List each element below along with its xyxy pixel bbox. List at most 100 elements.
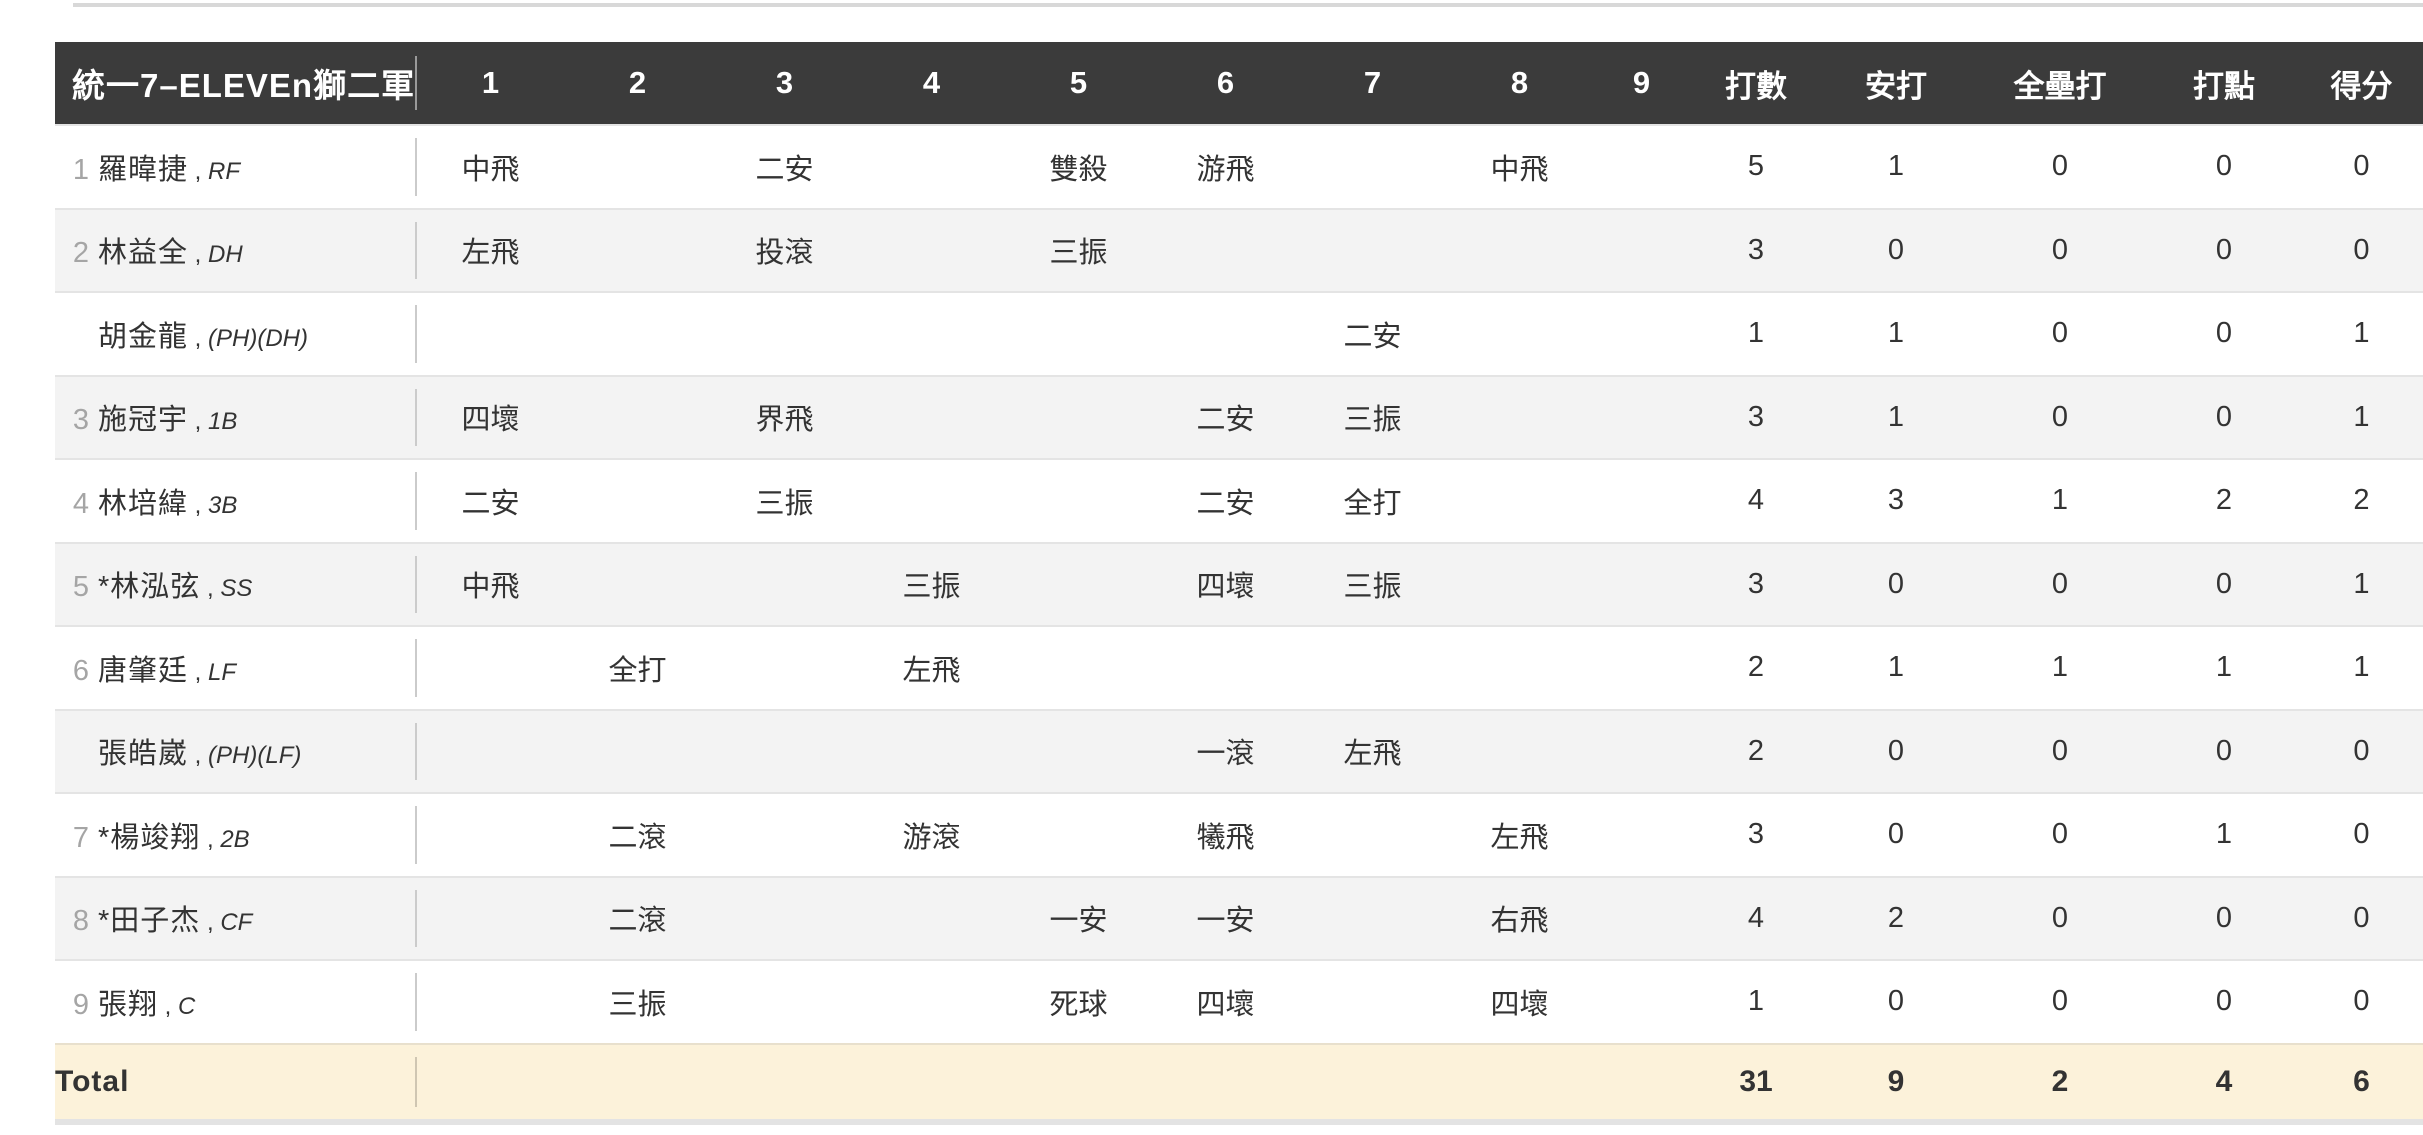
inning-result-4	[858, 458, 1005, 543]
player-cell: 胡金龍(PH)(DH)	[55, 291, 417, 376]
player-name: 施冠宇	[98, 404, 189, 437]
inning-result-8	[1446, 207, 1593, 292]
total-inning-blank	[1446, 1042, 1593, 1125]
inning-result-3	[711, 625, 858, 710]
inning-result-4	[858, 708, 1005, 793]
team-name: 統一7–ELEVEn獅二軍	[55, 42, 417, 125]
col-runs: 得分	[2298, 42, 2423, 125]
inning-result-8: 四壞	[1446, 959, 1593, 1044]
player-cell: 4 林培緯3B	[55, 458, 417, 543]
inning-result-8: 中飛	[1446, 124, 1593, 209]
stat-home-runs: 0	[1970, 875, 2150, 960]
inning-result-7	[1299, 792, 1446, 877]
total-inning-blank	[1152, 1042, 1299, 1125]
inning-result-2	[564, 207, 711, 292]
header-row: 統一7–ELEVEn獅二軍 1 2 3 4 5 6 7 8 9 打數 安打 全壘…	[55, 42, 2423, 125]
col-inning-8: 8	[1446, 42, 1593, 125]
inning-result-1	[417, 708, 564, 793]
stat-home-runs: 1	[1970, 625, 2150, 710]
inning-result-5	[1005, 708, 1152, 793]
inning-result-3: 投滾	[711, 207, 858, 292]
player-name: 唐肇廷	[98, 654, 189, 687]
stat-hits: 2	[1822, 875, 1970, 960]
player-cell: 5 *林泓弦SS	[55, 541, 417, 626]
batting-order: 5	[72, 571, 89, 604]
inning-result-3	[711, 875, 858, 960]
inning-result-4	[858, 959, 1005, 1044]
inning-result-2	[564, 124, 711, 209]
stat-runs: 1	[2298, 541, 2423, 626]
stat-runs: 0	[2298, 875, 2423, 960]
total-rbi: 4	[2150, 1042, 2298, 1125]
stat-hits: 1	[1822, 124, 1970, 209]
total-row: Total 31 9 2 4 6	[55, 1042, 2423, 1125]
stat-rbi: 1	[2150, 625, 2298, 710]
col-inning-1: 1	[417, 42, 564, 125]
inning-result-4	[858, 207, 1005, 292]
inning-result-8	[1446, 458, 1593, 543]
inning-result-6: 二安	[1152, 458, 1299, 543]
inning-result-1: 中飛	[417, 124, 564, 209]
inning-result-6: 四壞	[1152, 541, 1299, 626]
inning-result-9	[1593, 458, 1690, 543]
inning-result-8: 左飛	[1446, 792, 1593, 877]
player-cell: 1 羅暐捷RF	[55, 124, 417, 209]
stat-hits: 0	[1822, 541, 1970, 626]
stat-at-bats: 4	[1690, 458, 1822, 543]
batting-order: 4	[72, 487, 89, 520]
inning-result-8	[1446, 374, 1593, 459]
stat-rbi: 0	[2150, 541, 2298, 626]
stat-hits: 1	[1822, 291, 1970, 376]
total-at-bats: 31	[1690, 1042, 1822, 1125]
inning-result-6: 二安	[1152, 374, 1299, 459]
inning-result-4	[858, 124, 1005, 209]
total-inning-blank	[1593, 1042, 1690, 1125]
inning-result-1: 左飛	[417, 207, 564, 292]
stat-runs: 1	[2298, 374, 2423, 459]
batter-row: 1 羅暐捷RF 中飛 二安 雙殺 游飛 中飛 5 1 0 0 0	[55, 124, 2423, 209]
stat-at-bats: 2	[1690, 708, 1822, 793]
inning-result-6: 游飛	[1152, 124, 1299, 209]
col-inning-3: 3	[711, 42, 858, 125]
col-hits: 安打	[1822, 42, 1970, 125]
total-section: Total 31 9 2 4 6	[55, 1042, 2423, 1125]
inning-result-3	[711, 708, 858, 793]
inning-result-4: 游滾	[858, 792, 1005, 877]
inning-result-6: 犧飛	[1152, 792, 1299, 877]
player-name: 林益全	[98, 237, 189, 270]
stat-home-runs: 0	[1970, 541, 2150, 626]
inning-result-5: 雙殺	[1005, 124, 1152, 209]
stat-rbi: 1	[2150, 792, 2298, 877]
stat-home-runs: 1	[1970, 458, 2150, 543]
inning-result-2	[564, 374, 711, 459]
inning-result-7	[1299, 875, 1446, 960]
total-inning-blank	[1299, 1042, 1446, 1125]
player-position: CF	[200, 909, 252, 936]
player-name: 張翔	[98, 988, 159, 1021]
stat-hits: 0	[1822, 792, 1970, 877]
inning-result-6: 一安	[1152, 875, 1299, 960]
inning-result-1	[417, 291, 564, 376]
player-cell: 2 林益全DH	[55, 207, 417, 292]
inning-result-7	[1299, 959, 1446, 1044]
player-cell: 9 張翔C	[55, 959, 417, 1044]
inning-result-9	[1593, 207, 1690, 292]
col-inning-2: 2	[564, 42, 711, 125]
col-inning-9: 9	[1593, 42, 1690, 125]
inning-result-5	[1005, 541, 1152, 626]
inning-result-2	[564, 458, 711, 543]
inning-result-9	[1593, 708, 1690, 793]
stat-hits: 1	[1822, 625, 1970, 710]
inning-result-2	[564, 291, 711, 376]
batter-row: 9 張翔C 三振 死球 四壞 四壞 1 0 0 0 0	[55, 959, 2423, 1044]
col-at-bats: 打數	[1690, 42, 1822, 125]
inning-result-7	[1299, 625, 1446, 710]
inning-result-8	[1446, 541, 1593, 626]
inning-result-9	[1593, 959, 1690, 1044]
player-cell: 張皓崴(PH)(LF)	[55, 708, 417, 793]
batter-row: 3 施冠宇1B 四壞 界飛 二安 三振 3 1 0 0 1	[55, 374, 2423, 459]
player-name: 羅暐捷	[98, 153, 189, 186]
stat-runs: 0	[2298, 207, 2423, 292]
player-name: *林泓弦	[98, 571, 201, 604]
inning-result-4: 左飛	[858, 625, 1005, 710]
